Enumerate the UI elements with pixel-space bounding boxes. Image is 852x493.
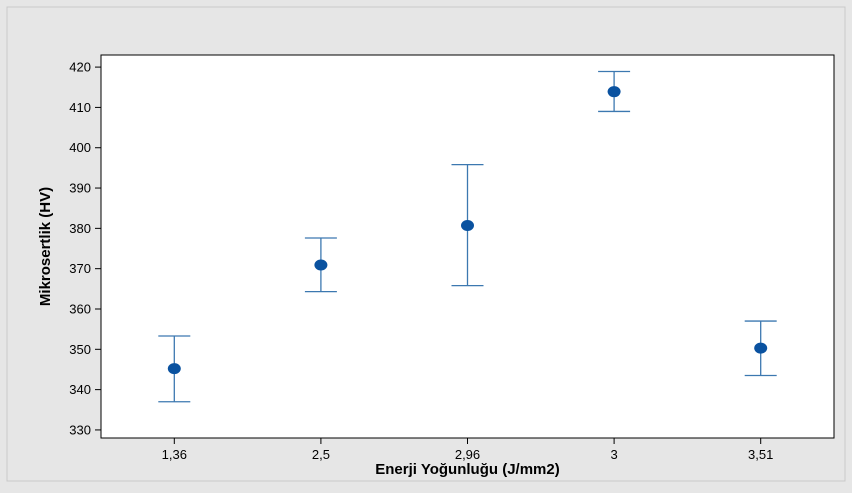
mean-point: [461, 220, 474, 232]
interval-group: [744, 320, 777, 377]
mean-point: [167, 363, 181, 375]
x-tick-label: 2,96: [455, 447, 480, 462]
y-tick-label: 350: [69, 342, 91, 357]
y-tick-label: 420: [69, 60, 91, 75]
y-tick-label: 410: [69, 100, 91, 115]
mean-point: [314, 259, 328, 271]
y-tick-label: 400: [69, 140, 91, 155]
y-axis: 330 340 350 360 370 380 390 400 410 420: [69, 60, 101, 437]
mean-point: [607, 86, 621, 98]
x-tick-label: 3: [610, 447, 617, 462]
y-tick-label: 380: [69, 221, 91, 236]
interval-group: [598, 70, 631, 113]
y-tick-label: 340: [69, 382, 91, 397]
interval-group: [158, 335, 191, 403]
series-layer: [158, 70, 777, 403]
y-tick-label: 360: [69, 301, 91, 316]
interval-group: [304, 237, 337, 293]
x-tick-label: 2,5: [312, 447, 330, 462]
y-axis-title: Mikrosertlik (HV): [37, 187, 54, 306]
interval-group: [451, 164, 484, 287]
y-tick-label: 390: [69, 181, 91, 196]
x-tick-label: 3,51: [748, 447, 773, 462]
x-tick-label: 1,36: [162, 447, 187, 462]
y-tick-label: 330: [69, 422, 91, 437]
x-axis: 1,36 2,5 2,96 3 3,51: [162, 438, 773, 462]
y-tick-label: 370: [69, 261, 91, 276]
x-axis-title: Enerji Yoğunluğu (J/mm2): [375, 461, 559, 478]
mean-point: [754, 342, 768, 354]
